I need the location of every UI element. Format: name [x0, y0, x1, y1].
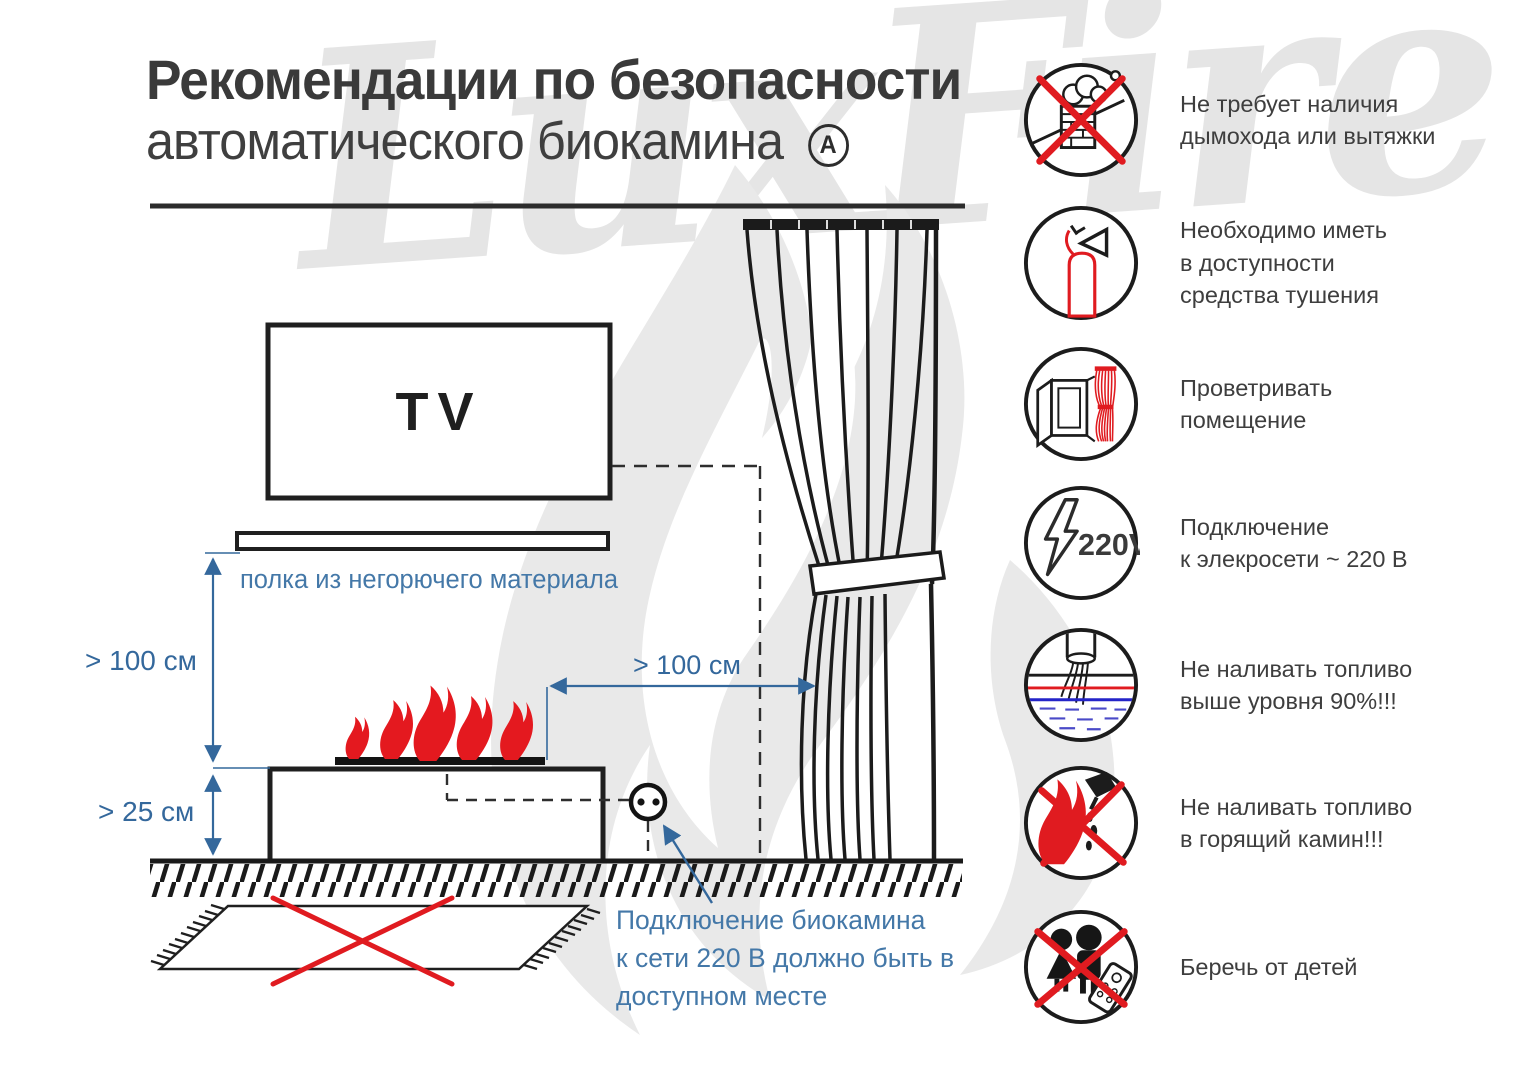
dim-base-height-label: > 25 см — [98, 796, 195, 827]
tv-box — [265, 322, 613, 501]
ventilate-window-icon — [1023, 346, 1139, 462]
dimension-lines — [204, 552, 816, 904]
recommendation-row: Проветривать помещение — [1022, 345, 1332, 463]
power-220v-icon: 220V — [1023, 485, 1140, 601]
shelf-label: полка из негорючего материала — [240, 566, 619, 594]
recommendation-text: Беречь от детей — [1180, 953, 1358, 980]
wiring-dashed-line — [445, 774, 650, 857]
fireplace-flames — [345, 685, 534, 761]
floor-hatching — [150, 864, 962, 897]
recommendation-row: 220V Подключение к элекросети ~ 220 В — [1022, 484, 1408, 602]
recommendation-row: Не наливать топливо выше уровня 90%!!! — [1022, 626, 1412, 744]
socket-note: Подключение биокамина к сети 220 В должн… — [616, 905, 955, 1011]
carpet-fringe-right — [523, 907, 601, 971]
recommendation-text: Проветривать помещение — [1180, 374, 1333, 434]
carpet — [150, 895, 601, 987]
flame-watermark-inner — [641, 268, 856, 848]
recommendation-row: Беречь от детей — [1022, 908, 1357, 1026]
curtain-tie-band — [808, 550, 947, 596]
fire-extinguisher-icon — [1023, 205, 1139, 321]
recommendation-text: Подключение к элекросети ~ 220 В — [1180, 513, 1408, 573]
recommendation-row: Не требует наличия дымохода или вытяжки — [1022, 61, 1435, 179]
page-title: Рекомендации по безопасности автоматичес… — [146, 48, 962, 172]
burner — [335, 757, 545, 765]
recommendation-text: Не наливать топливо выше уровня 90%!!! — [1180, 655, 1413, 715]
recommendation-text: Не требует наличия дымохода или вытяжки — [1180, 90, 1436, 150]
carpet-prohibition-cross — [270, 895, 455, 987]
curtain-rail — [743, 219, 939, 230]
fireplace-base — [267, 766, 606, 864]
page-title-line2: автоматического биокамина — [146, 112, 784, 171]
no-refill-burning-icon — [1023, 765, 1139, 881]
carpet-fringe-left — [150, 903, 225, 967]
dim-curtain-distance-label: > 100 см — [633, 650, 741, 680]
circled-a-badge: A — [807, 124, 849, 167]
tv-guide-dashed-line — [612, 464, 762, 856]
dim-shelf-height-label: > 100 см — [85, 645, 197, 676]
voltage-badge: 220V — [1078, 528, 1140, 562]
curtain — [743, 219, 947, 860]
no-chimney-icon — [1023, 62, 1139, 178]
shelf — [235, 531, 610, 551]
recommendations-column: Не требует наличия дымохода или вытяжки … — [1022, 0, 1527, 1080]
recommendation-text: Не наливать топливо в горящий камин!!! — [1180, 793, 1413, 853]
page-title-line1: Рекомендации по безопасности — [146, 48, 962, 111]
socket-note-arrow — [662, 824, 714, 904]
recommendation-row: Не наливать топливо в горящий камин!!! — [1022, 764, 1412, 882]
wall-socket — [628, 782, 668, 822]
recommendation-text: Необходимо иметь в доступности средства … — [1180, 217, 1388, 309]
tv-label: TV — [395, 381, 483, 442]
fuel-level-icon — [1023, 627, 1139, 743]
recommendation-row: Необходимо иметь в доступности средства … — [1022, 204, 1387, 322]
keep-from-children-icon — [1023, 909, 1139, 1025]
